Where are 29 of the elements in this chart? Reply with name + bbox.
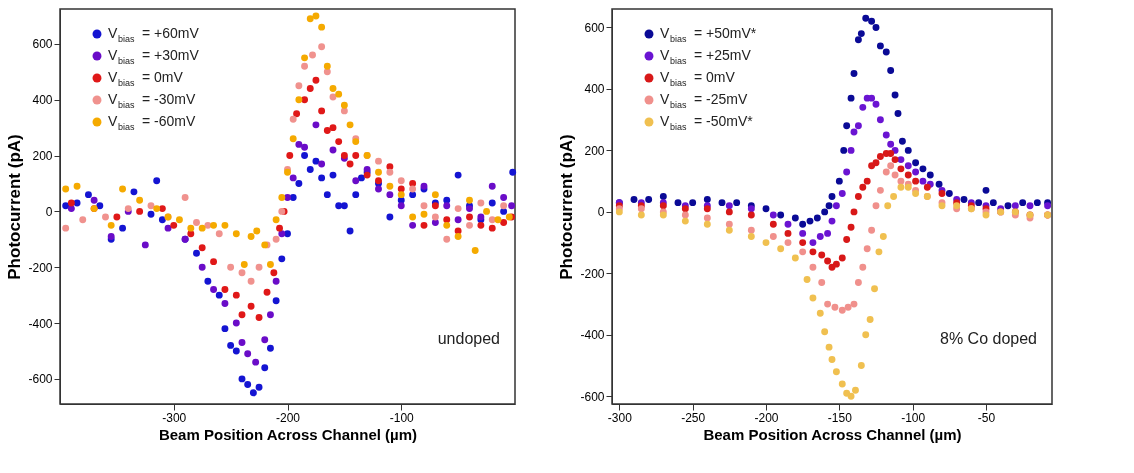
y-tick-label: 600: [584, 20, 605, 35]
x-tick-label: -100: [901, 410, 926, 425]
x-axis-title: Beam Position Across Channel (µm): [158, 425, 418, 443]
y-tick-label: 400: [584, 82, 605, 97]
x-axis-title: Beam Position Across Channel (µm): [703, 425, 962, 443]
y-tick-label: -400: [28, 316, 53, 331]
y-tick-label: 0: [45, 204, 53, 219]
x-tick-label: -200: [754, 410, 779, 425]
annotation: undoped: [437, 330, 500, 347]
x-tick-label: -200: [275, 410, 301, 425]
y-tick-label: 0: [597, 205, 605, 220]
y-tick-label: 200: [584, 143, 605, 158]
y-axis-title: Photocurrent (pA): [557, 134, 577, 280]
y-tick-label: 200: [32, 149, 53, 164]
x-tick-label: -300: [162, 410, 187, 425]
annotation: 8% Co doped: [940, 330, 1037, 347]
y-axis-title: Photocurrent (pA): [5, 134, 25, 280]
x-tick-label: -50: [977, 410, 996, 425]
x-tick-label: -100: [389, 410, 415, 425]
y-tick-label: -200: [28, 260, 53, 275]
y-tick-label: -600: [580, 389, 605, 404]
y-tick-label: -400: [580, 328, 605, 343]
x-tick-label: -150: [827, 410, 853, 425]
y-tick-label: -200: [580, 266, 605, 281]
y-tick-label: 400: [32, 93, 53, 108]
y-tick-label: 600: [32, 37, 53, 52]
x-tick-label: -300: [607, 410, 633, 425]
x-tick-label: -250: [681, 410, 706, 425]
y-tick-label: -600: [28, 372, 53, 387]
